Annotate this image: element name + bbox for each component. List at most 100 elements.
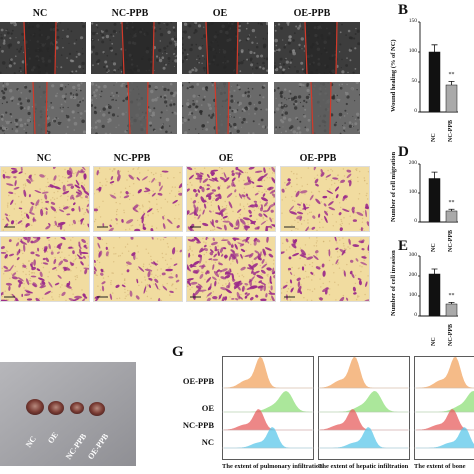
wound-healing-chart-svg: [418, 21, 458, 113]
flow-histogram-svg: [318, 356, 410, 460]
x-tick-label-nc: NC: [430, 133, 437, 142]
wound-image-svg: [0, 82, 86, 134]
wound-col-label-nc-ppb: NC-PPB: [111, 8, 149, 19]
wound-image-nc-ppb-later: [91, 82, 177, 134]
significance-label: **: [448, 293, 455, 300]
x-tick-label-nc-ppb: NC-PPB: [447, 230, 454, 252]
panel-letter-b: B: [398, 2, 409, 18]
histogram-trace: [415, 408, 474, 431]
transwell-col-label-nc: NC: [36, 153, 52, 164]
tumor-photo-svg: [0, 362, 136, 466]
wound-col-label-nc: NC: [32, 8, 48, 19]
transwell-col-label-nc-ppb: NC-PPB: [113, 153, 151, 164]
panel-letter-g: G: [172, 344, 184, 360]
wound-image-nc-ppb-0h: [91, 22, 177, 74]
flow-row-label-oe: OE: [201, 403, 214, 413]
cell-invasion-bar-chart: 0 100 200 300 Number of cell invasion NC NC-PP…: [388, 250, 474, 346]
wound-image-oe-ppb-0h: [274, 22, 360, 74]
significance-label: **: [448, 72, 455, 79]
transwell-image-nc-ppb-invasion: [93, 236, 183, 302]
tumor-nc: [26, 399, 44, 415]
flow-caption-hepatic: The extent of hepatic infiltration: [318, 463, 409, 470]
wound-image-svg: [274, 82, 360, 134]
wound-image-oe-ppb-later: [274, 82, 360, 134]
wound-col-label-oe-ppb: OE-PPB: [293, 8, 331, 19]
cell-invasion-chart-svg: [418, 255, 458, 317]
y-tick-label: 0: [414, 108, 417, 114]
bar-nc: [428, 178, 441, 223]
transwell-image-svg: [281, 167, 369, 231]
bar-nc-ppb: [445, 210, 458, 223]
tumor-photo-background: [0, 362, 136, 466]
transwell-image-svg: [187, 167, 275, 231]
wound-image-svg: [0, 22, 86, 74]
wound-image-oe-later: [182, 82, 268, 134]
flow-caption-pulmonary: The extent of pulmonary infiltration: [222, 463, 323, 470]
tumor-oe-ppb: [89, 402, 105, 416]
transwell-image-svg: [281, 237, 369, 301]
y-axis-label: Wound healing (% of NC): [390, 39, 397, 112]
flow-histogram-bone: [414, 356, 474, 460]
y-tick-label: 0: [414, 218, 417, 224]
transwell-image-oe-migration: [186, 166, 276, 232]
transwell-image-svg: [1, 237, 89, 301]
y-axis-label: Number of cell invasion: [390, 250, 397, 316]
x-tick-label-nc-ppb: NC-PPB: [447, 120, 454, 142]
wound-healing-bar-chart: 0 50 100 150 Wound healing (% of NC) NC NC-PPB…: [388, 18, 474, 142]
wound-image-svg: [91, 22, 177, 74]
y-tick-label: 100: [408, 292, 417, 298]
tumor-oe: [48, 401, 64, 415]
error-bar-nc-ppb: [448, 302, 455, 304]
wound-image-oe-0h: [182, 22, 268, 74]
panel-letter-e: E: [398, 238, 409, 254]
transwell-image-svg: [94, 167, 182, 231]
bar-nc-ppb: [445, 84, 458, 113]
bar-nc: [428, 51, 441, 113]
transwell-image-nc-migration: [0, 166, 90, 232]
y-tick-label: 200: [408, 160, 417, 166]
y-tick-label: 200: [408, 272, 417, 278]
wound-image-nc-0h: [0, 22, 86, 74]
bar-nc: [428, 273, 441, 317]
y-tick-label: 100: [408, 189, 417, 195]
bar-nc-ppb: [445, 303, 458, 317]
flow-caption-bone: The extent of bone: [414, 463, 466, 470]
panel-letter-d: D: [398, 144, 409, 160]
error-bar-nc-ppb: [448, 208, 455, 211]
wound-image-svg: [182, 22, 268, 74]
wound-col-label-oe: OE: [212, 8, 228, 19]
error-bar-nc: [431, 44, 438, 52]
error-bar-nc: [431, 268, 438, 274]
flow-histogram-pulmonary: [222, 356, 314, 460]
tumor-photo: NC OE NC-PPB OE-PPB: [0, 362, 136, 466]
transwell-image-oe-ppb-migration: [280, 166, 370, 232]
transwell-image-oe-ppb-invasion: [280, 236, 370, 302]
transwell-image-svg: [94, 237, 182, 301]
y-tick-label: 0: [414, 312, 417, 318]
y-tick-label: 100: [408, 48, 417, 54]
transwell-image-nc-invasion: [0, 236, 90, 302]
cell-migration-bar-chart: 0 100 200 Number of cell migration NC NC-PPB *…: [388, 152, 474, 252]
flow-row-label-nc: NC: [201, 437, 214, 447]
error-bar-nc-ppb: [448, 81, 455, 85]
x-tick-label-nc: NC: [430, 243, 437, 252]
flow-histogram-hepatic: [318, 356, 410, 460]
wound-image-nc-later: [0, 82, 86, 134]
y-axis-label: Number of cell migration: [390, 151, 397, 222]
wound-image-svg: [182, 82, 268, 134]
significance-label: **: [448, 200, 455, 207]
wound-image-svg: [91, 82, 177, 134]
x-tick-label-nc-ppb: NC-PPB: [447, 324, 454, 346]
wound-image-svg: [274, 22, 360, 74]
y-tick-label: 50: [411, 78, 418, 84]
transwell-image-svg: [1, 167, 89, 231]
transwell-image-oe-invasion: [186, 236, 276, 302]
y-tick-label: 300: [408, 252, 417, 258]
transwell-col-label-oe-ppb: OE-PPB: [299, 153, 337, 164]
flow-row-label-nc-ppb: NC-PPB: [182, 420, 214, 430]
tumor-nc-ppb: [70, 402, 84, 414]
y-tick-label: 150: [408, 18, 417, 24]
x-tick-label-nc: NC: [430, 337, 437, 346]
flow-histogram-svg: [414, 356, 474, 460]
error-bar-nc: [431, 171, 438, 179]
